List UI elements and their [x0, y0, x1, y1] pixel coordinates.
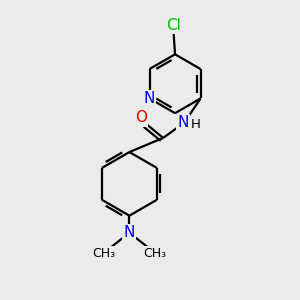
Text: N: N: [124, 225, 135, 240]
Text: O: O: [135, 110, 147, 125]
Text: H: H: [190, 118, 200, 131]
Text: CH₃: CH₃: [92, 248, 116, 260]
Text: CH₃: CH₃: [143, 248, 166, 260]
Text: Cl: Cl: [166, 18, 181, 33]
Text: N: N: [177, 115, 188, 130]
Text: N: N: [144, 91, 155, 106]
